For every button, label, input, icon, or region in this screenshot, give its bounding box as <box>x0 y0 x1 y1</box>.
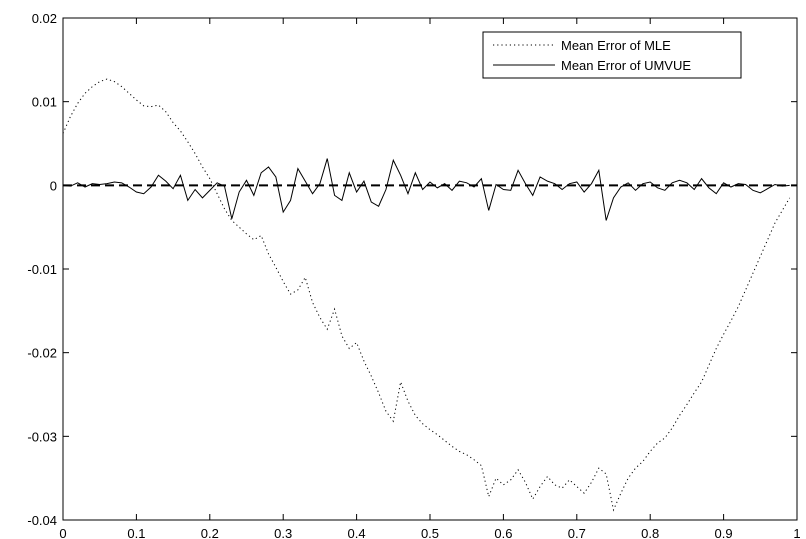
y-tick-label: -0.03 <box>27 429 57 444</box>
series-line-2 <box>62 158 790 221</box>
plot-background <box>63 18 797 520</box>
legend: Mean Error of MLE Mean Error of UMVUE <box>482 31 742 79</box>
x-tick-label: 0.3 <box>274 526 292 539</box>
ticks-layer: 0 0.1 0.2 0.3 0.4 0.5 0.6 0.7 0.8 0.9 10.020.010-0… <box>27 11 800 539</box>
x-tick-label: 1 <box>793 526 800 539</box>
y-tick-label: 0.02 <box>32 11 57 26</box>
x-tick-label: 0.5 <box>421 526 439 539</box>
legend-box <box>482 31 742 79</box>
x-tick-label: 0.7 <box>568 526 586 539</box>
x-tick-label: 0.4 <box>348 526 366 539</box>
legend-label: Mean Error of MLE <box>561 38 671 53</box>
x-tick-label: 0 <box>59 526 66 539</box>
y-tick-label: 0 <box>50 178 57 193</box>
y-tick-label: -0.01 <box>27 262 57 277</box>
series-layer <box>62 78 797 512</box>
x-tick-label: 0.6 <box>494 526 512 539</box>
y-tick-label: 0.01 <box>32 95 57 110</box>
x-tick-label: 0.8 <box>641 526 659 539</box>
series-line-1 <box>62 78 791 512</box>
y-tick-label: -0.04 <box>27 513 57 528</box>
legend-label: Mean Error of UMVUE <box>561 58 691 73</box>
y-tick-label: -0.02 <box>27 346 57 361</box>
x-tick-label: 0.2 <box>201 526 219 539</box>
x-tick-label: 0.9 <box>715 526 733 539</box>
x-tick-label: 0.1 <box>127 526 145 539</box>
